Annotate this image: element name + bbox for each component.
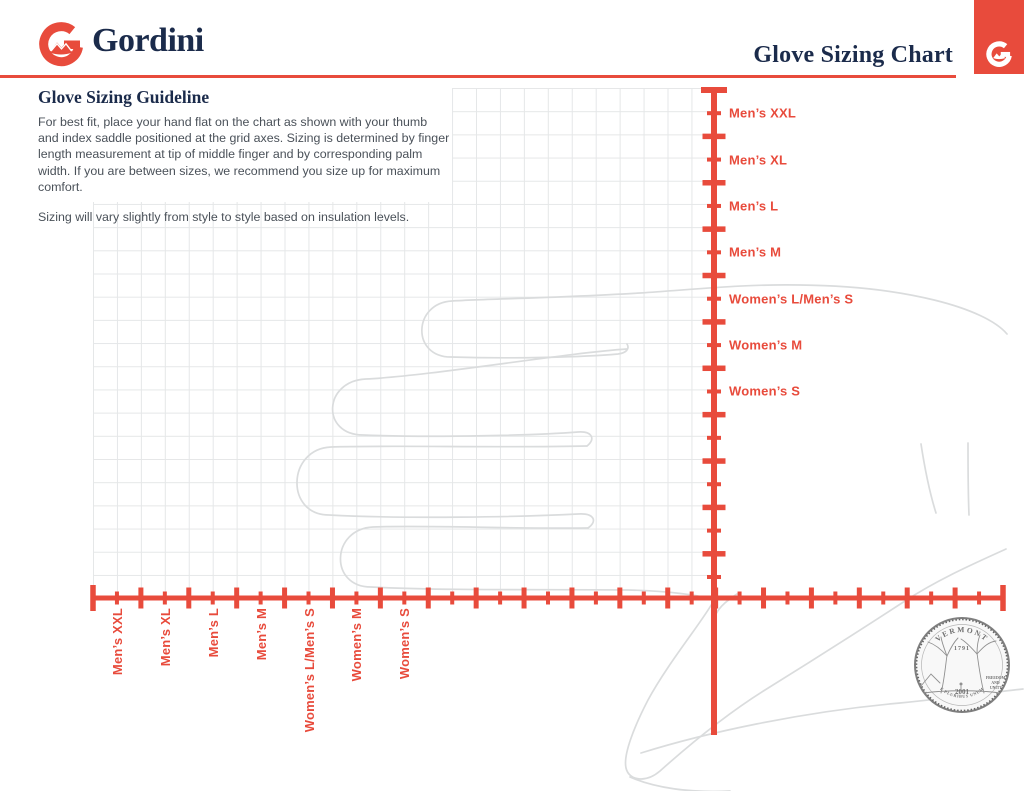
axis-tick — [702, 504, 726, 511]
axis-tick — [162, 591, 167, 605]
axis-tick — [707, 482, 721, 487]
axis-tick — [282, 587, 288, 609]
axis-tick — [473, 587, 479, 609]
axis-tick — [702, 365, 726, 372]
axis-tick — [90, 585, 96, 611]
axis-tick — [904, 587, 910, 609]
axis-tick — [354, 591, 359, 605]
axis-tick — [329, 587, 335, 609]
axis-tick — [641, 591, 646, 605]
axis-tick — [711, 88, 717, 735]
axis-tick — [702, 551, 726, 557]
axis-tick — [234, 587, 240, 609]
axis-tick — [138, 587, 144, 609]
axis-tick — [701, 87, 727, 93]
guideline-note: Sizing will vary slightly from style to … — [38, 210, 410, 225]
axis-tick — [707, 528, 721, 533]
axis-tick — [702, 458, 726, 464]
axis-tick — [186, 587, 192, 609]
axis-tick — [881, 591, 886, 605]
page-title: Glove Sizing Chart — [753, 42, 953, 68]
corner-logo-square — [974, 0, 1024, 74]
axis-tick — [114, 591, 119, 605]
axis-tick — [707, 574, 721, 579]
axis-tick — [702, 319, 726, 325]
axis-tick — [1000, 585, 1006, 611]
axis-tick — [498, 591, 503, 605]
axis-tick — [929, 591, 934, 605]
guideline-box: Glove Sizing Guideline For best fit, pla… — [0, 79, 452, 224]
axis-tick — [737, 591, 742, 605]
axis-tick — [707, 157, 721, 162]
axis-tick — [702, 133, 726, 140]
axis-tick — [593, 591, 598, 605]
axis-tick — [713, 587, 719, 609]
axis-tick — [833, 591, 838, 605]
coin-motto-text: FREEDOM AND UNITY — [986, 676, 1006, 690]
axis-tick — [761, 587, 767, 609]
axis-tick — [707, 389, 721, 394]
guideline-body: For best fit, place your hand flat on th… — [38, 115, 450, 194]
axis-tick — [210, 591, 215, 605]
chart-axes — [90, 87, 1006, 735]
coin-engraving — [920, 634, 1001, 694]
axis-tick — [425, 587, 431, 609]
axis-tick — [707, 203, 721, 208]
axis-tick — [707, 111, 721, 116]
axis-tick — [689, 591, 694, 605]
axis-tick — [521, 587, 527, 609]
axis-tick — [808, 587, 814, 609]
axis-tick — [702, 272, 726, 279]
axis-tick — [702, 180, 726, 186]
axis-tick — [402, 591, 407, 605]
axis-tick — [450, 591, 455, 605]
axis-tick — [702, 226, 726, 232]
header-rule — [0, 75, 956, 78]
axis-tick — [977, 591, 982, 605]
axis-tick — [707, 296, 721, 301]
axis-tick — [707, 343, 721, 348]
brand-name: Gordini — [92, 22, 204, 59]
axis-tick — [569, 587, 575, 609]
axis-tick — [952, 587, 958, 609]
axis-tick — [377, 587, 383, 609]
coin-year-text: 2001 — [955, 688, 970, 696]
gordini-logo-white-icon — [986, 41, 1012, 67]
guideline-heading: Glove Sizing Guideline — [38, 87, 210, 107]
axis-tick — [856, 587, 862, 609]
axis-tick — [306, 591, 311, 605]
axis-tick — [707, 435, 721, 440]
axis-tick — [546, 591, 550, 605]
axis-tick — [785, 591, 790, 605]
axis-tick — [258, 591, 263, 605]
axis-tick — [702, 411, 726, 418]
coin-founded-text: 1791 — [954, 646, 970, 652]
axis-tick — [665, 587, 671, 609]
axis-tick — [617, 587, 623, 609]
axis-tick — [707, 250, 721, 255]
gordini-logo-icon — [39, 22, 83, 67]
